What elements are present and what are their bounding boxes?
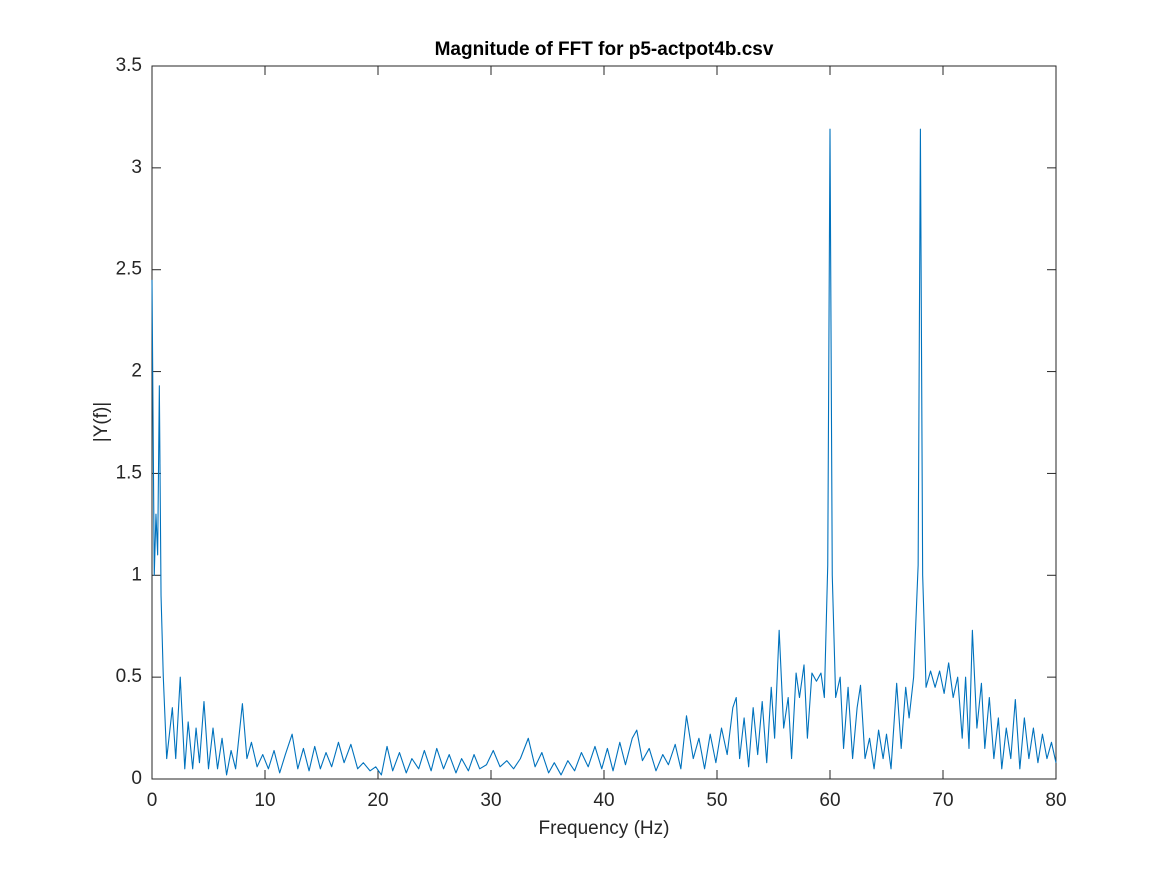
- x-tick-label: 50: [706, 790, 727, 811]
- y-tick-label: 2: [131, 361, 142, 382]
- x-tick-label: 10: [254, 790, 275, 811]
- x-tick-label: 20: [367, 790, 388, 811]
- y-axis-label: |Y(f)|: [91, 402, 112, 442]
- y-tick-label: 3.5: [116, 55, 142, 76]
- y-tick-label: 2.5: [116, 259, 142, 280]
- y-tick-label: 1.5: [116, 462, 142, 483]
- y-tick-label: 0: [131, 768, 142, 789]
- data-line: [151, 128, 1057, 776]
- x-tick-label: 0: [147, 790, 158, 811]
- plot-area: [151, 65, 1057, 780]
- x-tick-label: 80: [1045, 790, 1066, 811]
- x-tick-label: 30: [480, 790, 501, 811]
- x-axis-label: Frequency (Hz): [539, 818, 670, 839]
- y-tick-label: 1: [131, 564, 142, 585]
- x-tick-label: 60: [819, 790, 840, 811]
- y-tick-label: 0.5: [116, 666, 142, 687]
- x-tick-label: 70: [932, 790, 953, 811]
- y-tick-label: 3: [131, 157, 142, 178]
- x-tick-label: 40: [593, 790, 614, 811]
- chart-title: Magnitude of FFT for p5-actpot4b.csv: [435, 39, 774, 60]
